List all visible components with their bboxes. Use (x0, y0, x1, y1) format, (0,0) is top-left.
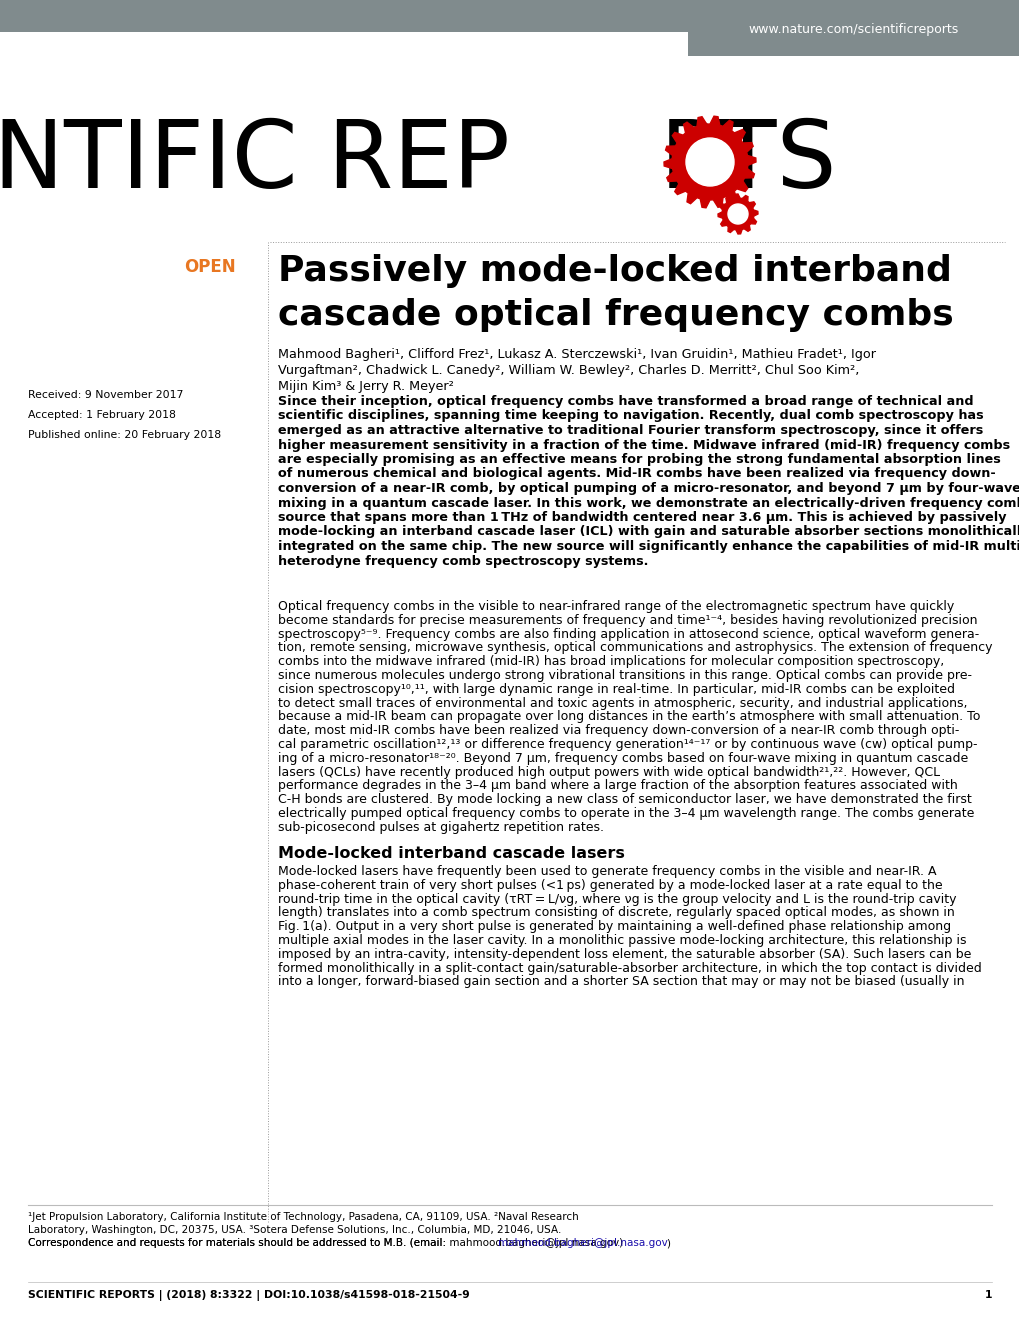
Text: imposed by an intra-cavity, intensity-dependent loss element, the saturable abso: imposed by an intra-cavity, intensity-de… (278, 947, 970, 961)
Text: multiple axial modes in the laser cavity. In a monolithic passive mode-locking a: multiple axial modes in the laser cavity… (278, 934, 966, 947)
Text: higher measurement sensitivity in a fraction of the time. Midwave infrared (mid-: higher measurement sensitivity in a frac… (278, 438, 1009, 452)
Text: conversion of a near-IR comb, by optical pumping of a micro-resonator, and beyon: conversion of a near-IR comb, by optical… (278, 482, 1019, 494)
Text: length) translates into a comb spectrum consisting of discrete, regularly spaced: length) translates into a comb spectrum … (278, 906, 954, 919)
Polygon shape (663, 117, 755, 208)
Bar (688, 0, 1019, 56)
Text: because a mid-IR beam can propagate over long distances in the earth’s atmospher: because a mid-IR beam can propagate over… (278, 710, 979, 724)
Text: are especially promising as an effective means for probing the strong fundamenta: are especially promising as an effective… (278, 453, 1000, 466)
Text: heterodyne frequency comb spectroscopy systems.: heterodyne frequency comb spectroscopy s… (278, 555, 648, 568)
Circle shape (728, 204, 747, 224)
Text: into a longer, forward-biased gain section and a shorter SA section that may or : into a longer, forward-biased gain secti… (278, 976, 964, 989)
Text: cal parametric oscillation¹²,¹³ or difference frequency generation¹⁴⁻¹⁷ or by co: cal parametric oscillation¹²,¹³ or diffe… (278, 738, 976, 750)
Text: Mahmood Bagheri¹, Clifford Frez¹, Lukasz A. Sterczewski¹, Ivan Gruidin¹, Mathieu: Mahmood Bagheri¹, Clifford Frez¹, Lukasz… (278, 348, 875, 360)
Text: Vurgaftman², Chadwick L. Canedy², William W. Bewley², Charles D. Merritt², Chul : Vurgaftman², Chadwick L. Canedy², Willia… (278, 364, 859, 377)
Text: SCIENTIFIC REPORTS | (2018) 8:3322 | DOI:10.1038/s41598-018-21504-9: SCIENTIFIC REPORTS | (2018) 8:3322 | DOI… (28, 1290, 470, 1301)
Text: of numerous chemical and biological agents. Mid-IR combs have been realized via : of numerous chemical and biological agen… (278, 468, 995, 481)
Text: round-trip time in the optical cavity (τRT = L/νg, where νg is the group velocit: round-trip time in the optical cavity (τ… (278, 892, 956, 906)
Text: emerged as an attractive alternative to traditional Fourier transform spectrosco: emerged as an attractive alternative to … (278, 423, 982, 437)
Text: sub-picosecond pulses at gigahertz repetition rates.: sub-picosecond pulses at gigahertz repet… (278, 821, 603, 833)
Text: source that spans more than 1 THz of bandwidth centered near 3.6 μm. This is ach: source that spans more than 1 THz of ban… (278, 511, 1006, 524)
Text: ): ) (665, 1238, 669, 1248)
Text: www.nature.com/scientificreports: www.nature.com/scientificreports (748, 24, 958, 36)
Text: cascade optical frequency combs: cascade optical frequency combs (278, 297, 953, 332)
Text: electrically pumped optical frequency combs to operate in the 3–4 μm wavelength : electrically pumped optical frequency co… (278, 807, 973, 820)
Text: mode-locking an interband cascade laser (ICL) with gain and saturable absorber s: mode-locking an interband cascade laser … (278, 525, 1019, 539)
Text: phase-coherent train of very short pulses (<1 ps) generated by a mode-locked las: phase-coherent train of very short pulse… (278, 879, 942, 892)
Text: SCIENTIFIC REP: SCIENTIFIC REP (0, 117, 510, 208)
Text: Optical frequency combs in the visible to near-infrared range of the electromagn: Optical frequency combs in the visible t… (278, 600, 954, 612)
Text: Received: 9 November 2017: Received: 9 November 2017 (28, 390, 183, 401)
Text: formed monolithically in a split-contact gain/saturable-absorber architecture, i: formed monolithically in a split-contact… (278, 962, 981, 974)
Polygon shape (717, 194, 757, 234)
Text: C-H bonds are clustered. By mode locking a new class of semiconductor laser, we : C-H bonds are clustered. By mode locking… (278, 793, 971, 807)
Text: Correspondence and requests for materials should be addressed to M.B. (email:: Correspondence and requests for material… (28, 1238, 449, 1248)
Text: Passively mode-locked interband: Passively mode-locked interband (278, 255, 951, 288)
Text: Published online: 20 February 2018: Published online: 20 February 2018 (28, 430, 221, 440)
Text: Accepted: 1 February 2018: Accepted: 1 February 2018 (28, 410, 175, 419)
Text: spectroscopy⁵⁻⁹. Frequency combs are also finding application in attosecond scie: spectroscopy⁵⁻⁹. Frequency combs are als… (278, 627, 978, 641)
Text: since numerous molecules undergo strong vibrational transitions in this range. O: since numerous molecules undergo strong … (278, 669, 971, 682)
Text: ¹Jet Propulsion Laboratory, California Institute of Technology, Pasadena, CA, 91: ¹Jet Propulsion Laboratory, California I… (28, 1211, 578, 1222)
Text: 1: 1 (983, 1290, 991, 1300)
Text: mahmood.bagheri@jpl.nasa.gov: mahmood.bagheri@jpl.nasa.gov (497, 1238, 667, 1248)
Text: Fig. 1(a). Output in a very short pulse is generated by maintaining a well-defin: Fig. 1(a). Output in a very short pulse … (278, 921, 950, 933)
Text: performance degrades in the 3–4 μm band where a large fraction of the absorption: performance degrades in the 3–4 μm band … (278, 780, 957, 792)
Text: lasers (QCLs) have recently produced high output powers with wide optical bandwi: lasers (QCLs) have recently produced hig… (278, 765, 940, 779)
Text: become standards for precise measurements of frequency and time¹⁻⁴, besides havi: become standards for precise measurement… (278, 614, 976, 627)
Bar (0, 0, 1019, 32)
Text: scientific disciplines, spanning time keeping to navigation. Recently, dual comb: scientific disciplines, spanning time ke… (278, 410, 982, 422)
Text: integrated on the same chip. The new source will significantly enhance the capab: integrated on the same chip. The new sou… (278, 540, 1019, 553)
Text: Mijin Kim³ & Jerry R. Meyer²: Mijin Kim³ & Jerry R. Meyer² (278, 381, 453, 393)
Text: date, most mid-IR combs have been realized via frequency down-conversion of a ne: date, most mid-IR combs have been realiz… (278, 724, 959, 737)
Text: Laboratory, Washington, DC, 20375, USA. ³Sotera Defense Solutions, Inc., Columbi: Laboratory, Washington, DC, 20375, USA. … (28, 1225, 560, 1235)
Text: Since their inception, optical frequency combs have transformed a broad range of: Since their inception, optical frequency… (278, 395, 973, 407)
Text: Mode-locked interband cascade lasers: Mode-locked interband cascade lasers (278, 846, 625, 862)
Text: cision spectroscopy¹⁰,¹¹, with large dynamic range in real-time. In particular, : cision spectroscopy¹⁰,¹¹, with large dyn… (278, 683, 954, 695)
Text: combs into the midwave infrared (mid-IR) has broad implications for molecular co: combs into the midwave infrared (mid-IR)… (278, 655, 944, 669)
Text: mixing in a quantum cascade laser. In this work, we demonstrate an electrically-: mixing in a quantum cascade laser. In th… (278, 497, 1019, 509)
Text: OPEN: OPEN (184, 259, 235, 276)
Text: Correspondence and requests for materials should be addressed to M.B. (email: ma: Correspondence and requests for material… (28, 1238, 623, 1248)
Text: to detect small traces of environmental and toxic agents in atmospheric, securit: to detect small traces of environmental … (278, 697, 967, 710)
Circle shape (686, 138, 734, 186)
Text: RTS: RTS (510, 117, 836, 208)
Text: tion, remote sensing, microwave synthesis, optical communications and astrophysi: tion, remote sensing, microwave synthesi… (278, 642, 991, 654)
Text: Mode-locked lasers have frequently been used to generate frequency combs in the : Mode-locked lasers have frequently been … (278, 866, 935, 878)
Text: ing of a micro-resonator¹⁸⁻²⁰. Beyond 7 μm, frequency combs based on four-wave m: ing of a micro-resonator¹⁸⁻²⁰. Beyond 7 … (278, 752, 967, 765)
